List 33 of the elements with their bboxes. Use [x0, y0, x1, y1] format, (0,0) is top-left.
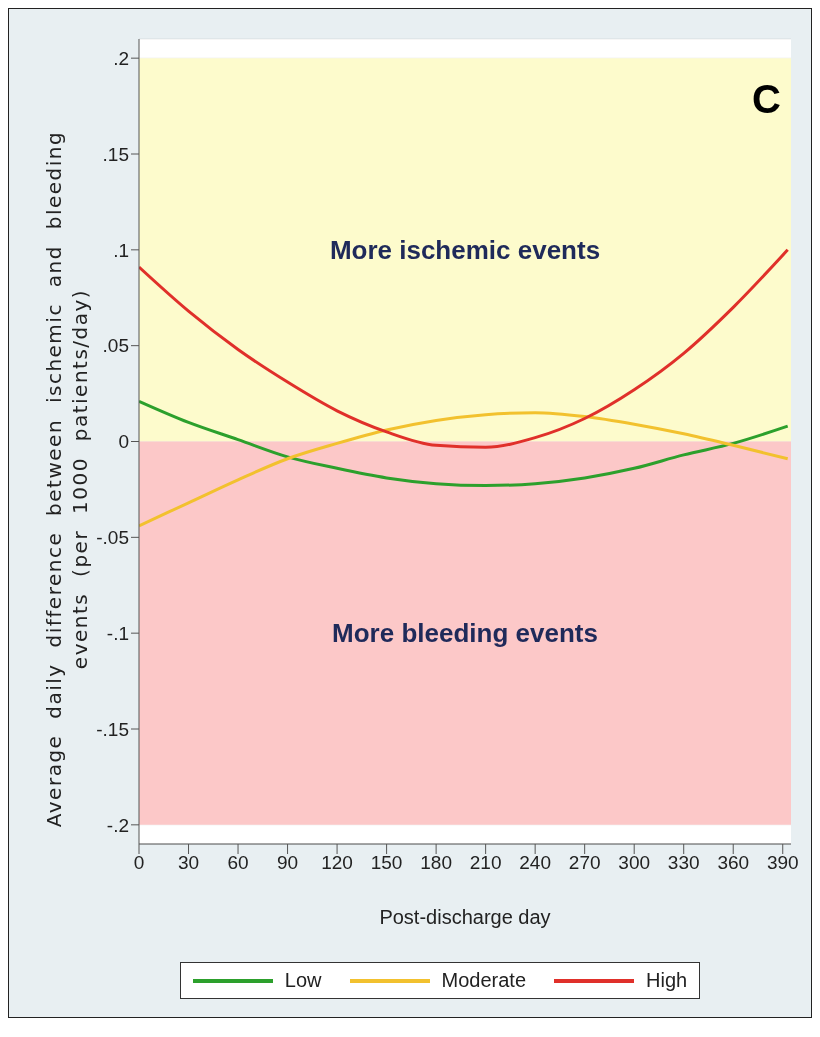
x-tick-label: 0 [133, 852, 145, 874]
x-tick-label: 180 [420, 852, 452, 874]
x-tick-label: 390 [766, 852, 799, 874]
y-tick-label: .1 [113, 239, 129, 261]
x-tick-label: 240 [519, 852, 551, 874]
y-tick-label: .05 [102, 335, 129, 357]
y-tick-label: .2 [113, 47, 129, 69]
y-tick-label: -.15 [96, 718, 129, 740]
x-tick-label: 210 [469, 852, 502, 874]
y-tick-label: 0 [118, 431, 129, 453]
y-tick-label: -.05 [96, 527, 129, 549]
x-tick-label: 330 [667, 852, 700, 874]
legend-label: Moderate [441, 969, 527, 992]
x-axis-title: Post-discharge day [379, 906, 551, 928]
x-tick-label: 90 [276, 852, 299, 874]
y-axis-title: Average daily difference between ischemic and bleeding events (per 1000 patients/day) [41, 129, 93, 830]
legend-label: Low [284, 969, 322, 992]
x-tick-label: 300 [618, 852, 651, 874]
legend-label: High [646, 969, 688, 992]
line-series [139, 411, 790, 528]
x-tick-label: 150 [370, 852, 403, 874]
y-tick-label: -.2 [106, 814, 129, 836]
y-tick-label: .15 [102, 143, 129, 165]
x-tick-label: 270 [568, 852, 601, 874]
x-tick-label: 30 [177, 852, 200, 874]
x-tick-label: 360 [717, 852, 750, 874]
x-tick-label: 60 [227, 852, 249, 874]
x-tick-label: 120 [321, 852, 353, 874]
band-label: More bleeding events [332, 618, 598, 649]
annotation: C [752, 77, 781, 122]
line-series [139, 399, 790, 488]
y-tick-label: -.1 [106, 622, 129, 644]
band-label: More ischemic events [329, 235, 601, 266]
